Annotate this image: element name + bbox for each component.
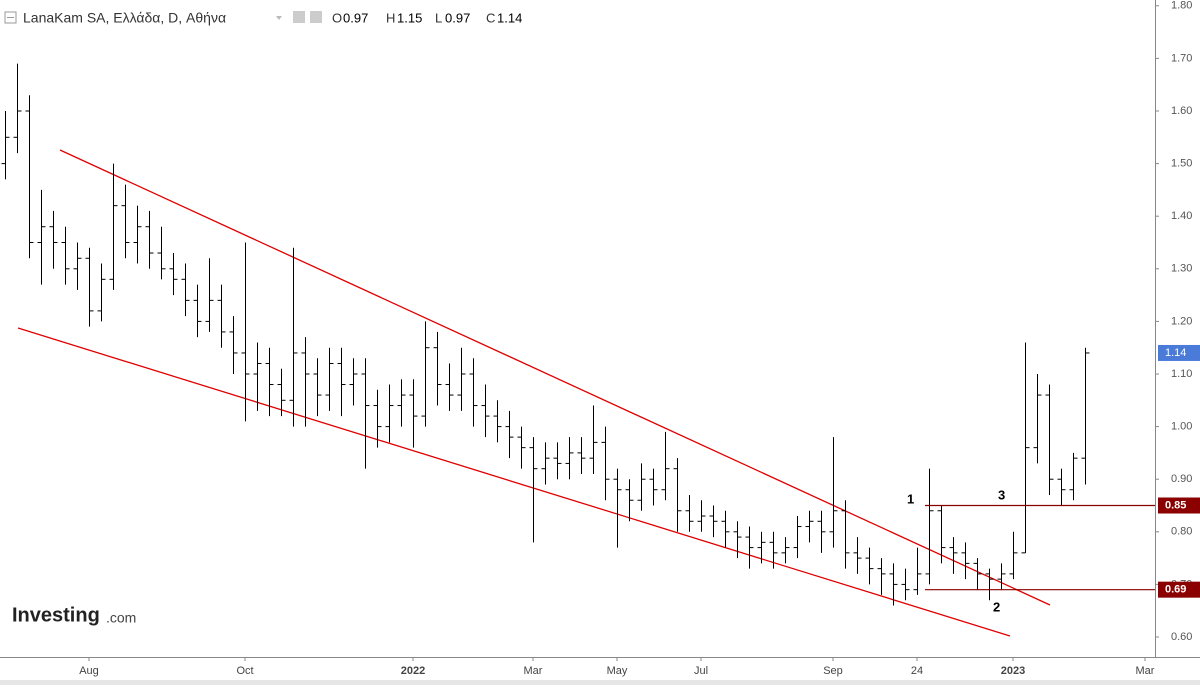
legend-label: L: [435, 10, 442, 25]
dropdown-arrow[interactable]: [276, 16, 282, 20]
level-label: 0.69: [1165, 584, 1186, 596]
legend-value: 0.97: [343, 10, 368, 25]
chart-title: LanaKam SA, Ελλάδα, D, Αθήνα: [23, 10, 226, 26]
scrollbar: [0, 680, 1200, 685]
y-tick-label: 1.80: [1171, 0, 1192, 12]
x-tick-label: Mar: [524, 665, 543, 677]
y-tick-label: 1.70: [1171, 52, 1192, 64]
y-tick-label: 1.10: [1171, 368, 1192, 380]
x-tick-label: 2023: [1001, 665, 1025, 677]
collapse-icon[interactable]: [4, 11, 17, 24]
price-badge: [1158, 497, 1200, 514]
y-tick-label: 1.30: [1171, 263, 1192, 275]
x-tick-label: Mar: [1136, 665, 1155, 677]
annotation: 3: [998, 487, 1005, 502]
legend-value: 1.14: [497, 10, 522, 25]
x-tick-label: 2022: [401, 665, 425, 677]
y-tick-label: 1.60: [1171, 105, 1192, 117]
close-icon[interactable]: [310, 11, 322, 23]
y-tick-label: 0.60: [1171, 631, 1192, 643]
annotation: 1: [907, 491, 914, 506]
x-tick-label: 24: [911, 665, 923, 677]
price-badge: [1158, 581, 1200, 598]
level-label: 0.85: [1165, 499, 1186, 511]
y-tick-label: 0.90: [1171, 473, 1192, 485]
trend-line: [59, 149, 1051, 606]
trend-line: [17, 327, 1011, 637]
x-tick-label: Aug: [79, 665, 99, 677]
y-tick-label: 1.00: [1171, 421, 1192, 433]
x-tick-label: Oct: [236, 665, 253, 677]
x-tick-label: May: [607, 665, 628, 677]
x-tick-label: Jul: [694, 665, 708, 677]
legend-label: H: [386, 10, 395, 25]
x-tick-label: Sep: [823, 665, 843, 677]
annotation: 2: [993, 599, 1000, 614]
logo: Investing: [12, 604, 100, 626]
y-tick-label: 0.80: [1171, 526, 1192, 538]
y-tick-label: 1.40: [1171, 210, 1192, 222]
legend-label: C: [486, 10, 495, 25]
legend-value: 0.97: [445, 10, 470, 25]
legend-label: O: [332, 10, 342, 25]
settings-icon[interactable]: [293, 11, 305, 23]
y-tick-label: 1.50: [1171, 157, 1192, 169]
price-badge: [1158, 344, 1200, 361]
last-price-label: 1.14: [1165, 347, 1186, 359]
ohlc-legend: O 0.97 H 1.15 L 0.97 C 1.14: [332, 10, 522, 25]
logo-suffix: .com: [106, 610, 136, 626]
y-tick-label: 1.20: [1171, 315, 1192, 327]
legend-value: 1.15: [397, 10, 422, 25]
